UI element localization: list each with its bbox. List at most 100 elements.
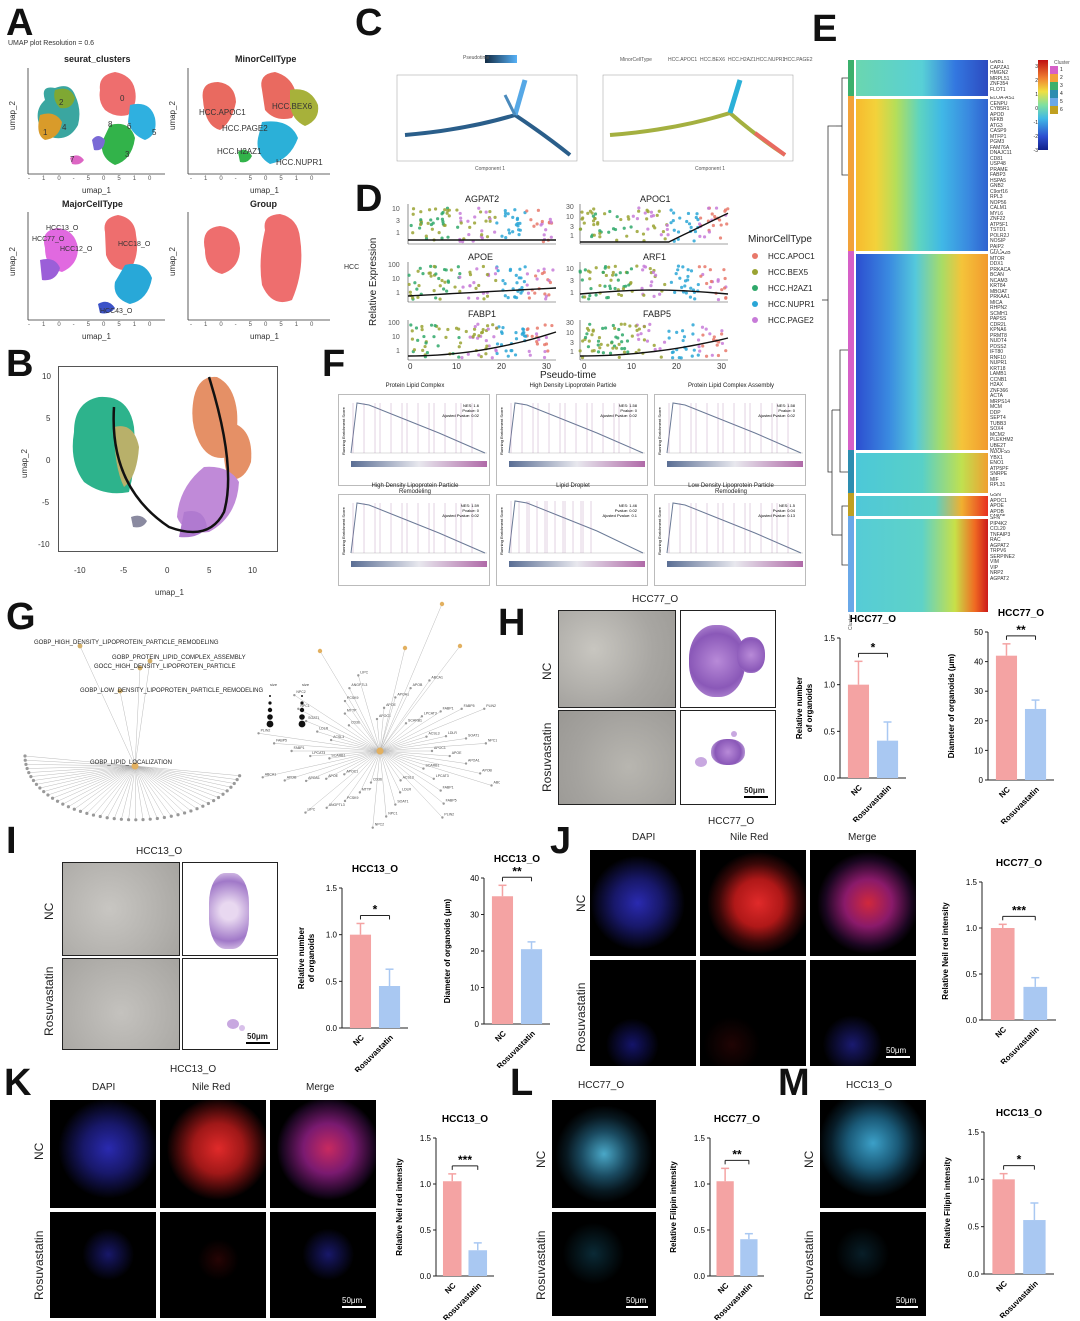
d-point xyxy=(591,214,595,218)
gene-name: FLOT1 xyxy=(990,86,1006,93)
d-point xyxy=(593,212,598,216)
gene-name: ZNF22 xyxy=(990,216,1006,222)
d-point xyxy=(517,228,521,232)
network-node xyxy=(148,817,152,821)
network-edge xyxy=(134,765,151,820)
gene-name: MCM2 xyxy=(990,431,1005,438)
d-point xyxy=(466,219,470,223)
d-point xyxy=(580,278,584,282)
gene-name: GNB1 xyxy=(990,60,1004,65)
legend-dot-icon xyxy=(752,285,758,291)
legend-label: HCC.APOC1 xyxy=(768,252,815,261)
d-point xyxy=(625,339,630,343)
d-point xyxy=(586,345,591,349)
b-xtick-10: 10 xyxy=(248,566,257,575)
d-legend-item: HCC.APOC1 xyxy=(752,252,815,268)
d-point xyxy=(594,266,598,270)
d-point xyxy=(617,342,621,347)
gene-name: APOB xyxy=(990,508,1004,515)
d-point xyxy=(445,211,449,215)
d-point xyxy=(419,218,423,222)
bar-chart-m: HCC13_O 0.0 0.5 1.0 1.5 Relative Filipin inte… xyxy=(943,1108,1054,1318)
d-point xyxy=(649,284,653,288)
network-edge xyxy=(80,765,136,812)
d-point xyxy=(580,217,584,221)
bar xyxy=(1023,1220,1046,1274)
dendrogram xyxy=(822,77,848,566)
d-point xyxy=(535,277,539,281)
gene-label: PCSK9 xyxy=(347,696,359,700)
y-tick-label: 1.0 xyxy=(326,931,338,940)
d-point xyxy=(616,336,620,340)
d-point xyxy=(667,336,671,340)
gene-name: BCAN xyxy=(990,272,1004,278)
color-scale xyxy=(1038,60,1048,150)
umap-ylabel-3: umap_2 xyxy=(8,247,17,276)
d-point xyxy=(588,294,592,298)
network-node xyxy=(290,749,293,753)
network-node xyxy=(484,742,488,745)
b-ylabel: umap_2 xyxy=(20,449,29,478)
scale-bar xyxy=(886,1056,910,1058)
d-point xyxy=(710,353,714,357)
d-point xyxy=(593,217,597,221)
d-point xyxy=(690,354,694,358)
d-point xyxy=(698,234,702,238)
d-point xyxy=(534,332,539,336)
gene-label: APOB xyxy=(482,768,492,772)
scale-tick: 3 xyxy=(1035,64,1038,70)
d-point xyxy=(457,335,461,340)
d-legend-title: MinorCellType xyxy=(748,234,812,245)
gene-label: ACSL3 xyxy=(403,775,414,779)
y-tick-label: 1.5 xyxy=(694,1134,706,1143)
network-node xyxy=(444,735,448,738)
gene-label: APOE xyxy=(452,751,462,755)
gene-name: CENPU xyxy=(990,100,1008,107)
network-edge xyxy=(305,750,381,813)
network-edge xyxy=(134,765,240,776)
d-point xyxy=(485,344,489,348)
d-point xyxy=(709,279,713,284)
y-tick-label: 1.0 xyxy=(824,681,836,690)
y-tick-label: 20 xyxy=(974,717,983,726)
bar-chart-h1: HCC77_O 0.0 0.5 1.0 1.5 Relative numberof org… xyxy=(795,614,906,822)
d-point xyxy=(622,350,627,354)
panel-label-h: H xyxy=(498,602,526,644)
umap-title-major: MajorCellType xyxy=(62,199,123,209)
d-point xyxy=(700,325,705,329)
cluster-tick: 6 xyxy=(1060,107,1063,113)
d-point xyxy=(540,271,544,276)
gene-label: LPCAT3 xyxy=(312,751,325,755)
xtick: -10 xyxy=(190,176,235,182)
d-point xyxy=(515,281,519,285)
gene-label: LDLR xyxy=(402,787,411,791)
network-edge xyxy=(326,750,381,779)
d-point xyxy=(477,206,481,210)
organoid-stain xyxy=(711,739,745,765)
gsea-running-score xyxy=(666,402,802,454)
d-point xyxy=(485,272,490,277)
d-point xyxy=(527,296,531,300)
d-point xyxy=(622,226,626,230)
gsea-running-score xyxy=(350,502,486,554)
d-point xyxy=(503,214,507,218)
gene-name: RHPN2 xyxy=(990,305,1007,311)
gene-group: ELOA-AS1 CENPU CYB5R1 APOD NFKB ATG3 CASP9 MTFP… xyxy=(990,96,1034,251)
d-point xyxy=(659,233,663,237)
gene-name: MYL6 xyxy=(990,210,1004,217)
d-point xyxy=(627,283,631,287)
heatmap-block-6 xyxy=(856,519,988,612)
m-row-nc: NC xyxy=(802,1150,816,1168)
d-point xyxy=(480,331,484,335)
d-point xyxy=(724,349,728,353)
d-point xyxy=(626,215,630,219)
network-node xyxy=(448,754,451,758)
d-point xyxy=(645,208,649,212)
d-point xyxy=(495,326,499,330)
d-point xyxy=(702,235,707,239)
y-axis-label-line: Relative number xyxy=(795,677,804,739)
gene-label: SOAT1 xyxy=(397,800,408,804)
x-tick-label: NC xyxy=(849,783,864,798)
d-point xyxy=(509,348,513,353)
c-legend-pseudotime: Pseudotime xyxy=(463,55,490,61)
